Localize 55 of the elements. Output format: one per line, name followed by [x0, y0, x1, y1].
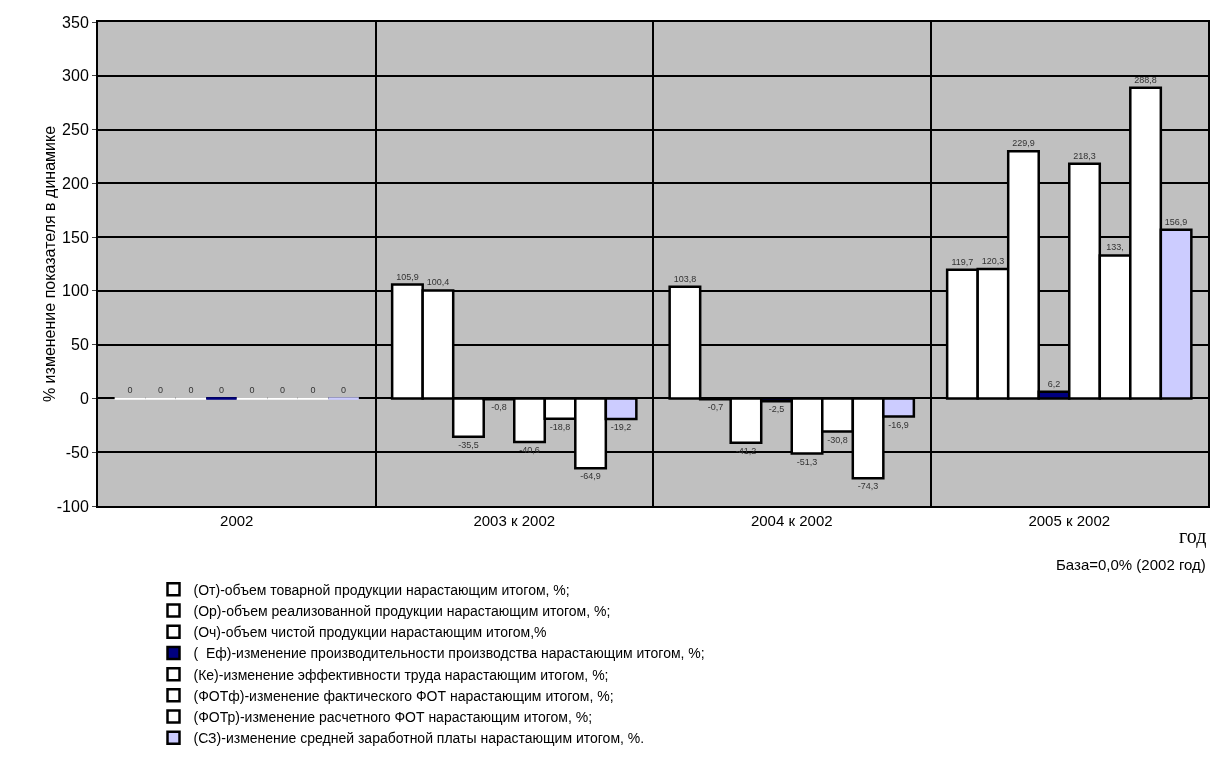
y-tick-label: 50	[71, 336, 89, 354]
data-label: 0	[157, 385, 163, 396]
data-label: 120,3	[981, 256, 1005, 267]
data-label: -19,2	[610, 422, 632, 433]
data-label: -51,3	[796, 456, 818, 467]
data-label: 0	[341, 385, 347, 396]
data-label: 6,2	[1047, 378, 1061, 389]
y-tick-label: -50	[65, 443, 89, 461]
legend-label: (ФОТф)-изменение фактического ФОТ нарастающим итогом, %;	[193, 687, 614, 704]
data-label: 0	[188, 385, 194, 396]
data-label: -2,5	[768, 404, 785, 415]
x-tick-label: 2003 к 2002	[473, 512, 556, 529]
data-label: 229,9	[1012, 138, 1035, 149]
data-label: 0	[280, 385, 286, 396]
data-label: 156,9	[1164, 216, 1188, 227]
x-tick-label: 2004 к 2002	[750, 512, 833, 529]
y-tick-label: 100	[62, 282, 89, 300]
data-label: -74,3	[857, 481, 879, 492]
data-label: -18,8	[549, 421, 571, 432]
data-label: 0	[310, 385, 316, 396]
legend-label: (Ор)-объем реализованной продукции нарастающим итогом, %;	[193, 603, 611, 620]
x-tick-label: 2005 к 2002	[1028, 512, 1111, 529]
legend-label: (Оч)-объем чистой продукции нарастающим итогом,%	[193, 624, 547, 641]
data-label: -35,5	[458, 439, 479, 450]
text: год	[1179, 525, 1207, 548]
data-label: 288,8	[1134, 74, 1157, 85]
data-label: 0	[127, 385, 133, 396]
data-label: 103,8	[673, 273, 697, 284]
text: База=0,0% (2002 год)	[1056, 556, 1206, 573]
data-label: -64,9	[580, 471, 601, 482]
y-tick-label: 0	[79, 390, 89, 408]
y-axis-title: % изменение показателя в динамике	[41, 125, 58, 403]
legend-label: (От)-объем товарной продукции нарастающим итогом, %;	[193, 581, 570, 598]
data-label: -0,7	[707, 402, 724, 413]
data-label: 133,	[1106, 242, 1124, 253]
data-label: -16,9	[888, 419, 909, 430]
y-tick-label: 250	[62, 121, 89, 139]
y-tick-label: 150	[62, 228, 89, 246]
data-label: 100,4	[426, 277, 450, 288]
data-label: -0,8	[491, 402, 507, 413]
x-tick-label: 2002	[220, 512, 254, 529]
legend-label: (Ке)-изменение эффективности труда нарастающим итогом, %;	[193, 666, 609, 683]
y-tick-label: 350	[62, 13, 89, 31]
data-label: 0	[218, 385, 224, 396]
legend-label: (СЗ)-изменение средней заработной платы нарастающим итогом, %.	[193, 730, 645, 747]
legend-label: ( Еф)-изменение производительности производства нарастающим итогом, %;	[193, 645, 705, 662]
legend-label: (ФОТр)-изменение расчетного ФОТ нарастающим итогом, %;	[193, 709, 593, 726]
data-label: 0	[249, 385, 255, 396]
y-tick-label: 300	[62, 67, 89, 85]
data-label: 119,7	[951, 256, 974, 267]
y-tick-label: 200	[62, 174, 89, 192]
data-label: -30,8	[827, 434, 848, 445]
data-label: 218,3	[1073, 150, 1096, 161]
y-tick-label: -100	[56, 497, 89, 515]
data-label: 105,9	[396, 271, 419, 282]
